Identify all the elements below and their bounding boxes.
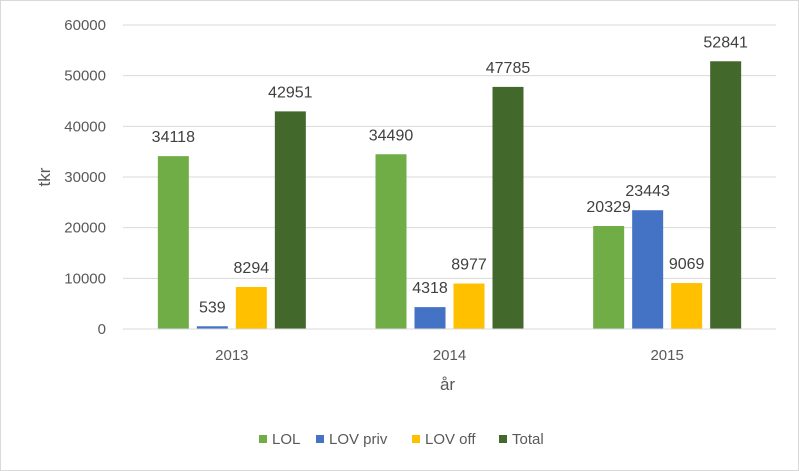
legend-swatch (259, 435, 267, 443)
bar (375, 154, 407, 329)
bar (492, 86, 524, 329)
legend-label: LOL (272, 431, 300, 448)
bar (157, 156, 189, 329)
legend-label: LOV priv (329, 431, 388, 448)
gridlines (123, 24, 776, 279)
data-label: 23443 (625, 183, 670, 200)
y-tick-label: 30000 (64, 169, 106, 186)
x-tick-label: 2015 (650, 347, 683, 364)
legend-swatch (412, 435, 420, 443)
data-label: 34118 (152, 129, 195, 146)
y-tick-label: 20000 (64, 220, 106, 237)
x-axis-title: år (440, 375, 455, 394)
data-label: 34490 (369, 127, 414, 144)
y-tick-label: 40000 (64, 118, 106, 135)
bar (414, 307, 446, 329)
x-tick-label: 2013 (215, 347, 248, 364)
y-axis-ticks: 0 10000 20000 30000 40000 50000 60000 (64, 17, 106, 338)
data-label: 8977 (451, 257, 487, 274)
bar (235, 286, 267, 329)
bar (453, 283, 485, 329)
bar (632, 210, 664, 329)
bar (710, 61, 742, 329)
data-label: 539 (199, 299, 226, 316)
data-label: 9069 (669, 256, 705, 273)
y-tick-label: 50000 (64, 68, 106, 85)
legend-swatch (316, 435, 324, 443)
legend-label: Total (512, 431, 544, 448)
y-tick-label: 0 (98, 321, 106, 338)
data-label: 47785 (486, 60, 531, 77)
y-axis-title: tkr (35, 167, 54, 186)
bar (274, 111, 306, 330)
data-label: 20329 (586, 199, 631, 216)
bar (593, 225, 625, 329)
legend-label: LOV off (425, 431, 476, 448)
legend: LOL LOV priv LOV off Total (259, 431, 544, 448)
x-tick-label: 2014 (433, 347, 466, 364)
data-label: 8294 (234, 260, 270, 277)
y-tick-label: 10000 (64, 270, 106, 287)
data-label: 52841 (703, 34, 748, 51)
bar (196, 326, 228, 329)
y-tick-label: 60000 (64, 17, 106, 34)
x-axis-ticks: 2013 2014 2015 (215, 347, 684, 364)
bars (157, 61, 742, 330)
bar (671, 283, 703, 329)
data-label: 4318 (412, 280, 448, 297)
data-label: 42951 (268, 84, 313, 101)
legend-swatch (499, 435, 507, 443)
